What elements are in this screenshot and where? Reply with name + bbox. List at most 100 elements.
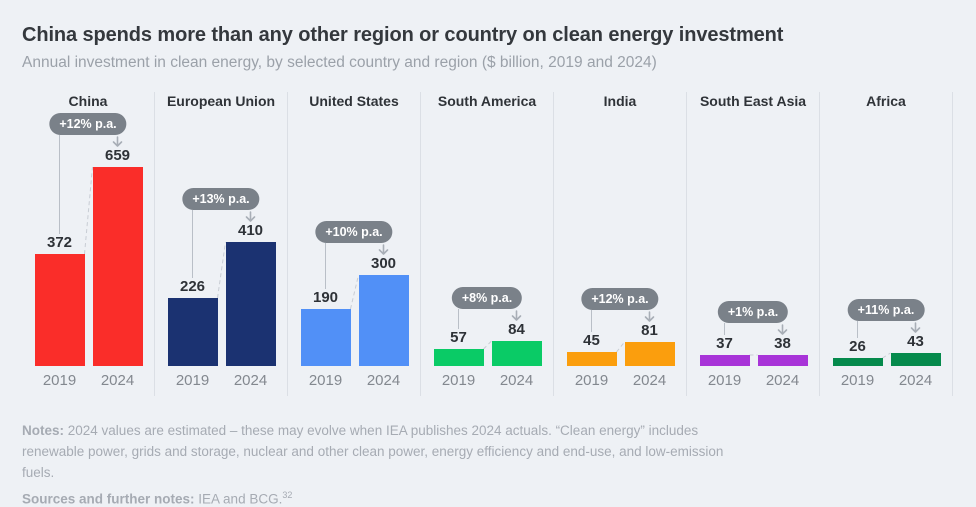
panel-title: United States [309,93,399,109]
x-axis-labels: 2019 2024 [554,372,686,396]
value-label-2019: 57 [450,329,467,346]
panel-plot: +12% p.a. 45 81 [554,110,686,366]
chart-panel-india: India +12% p.a. 45 81 2019 2024 [554,92,687,396]
panel-title: Africa [866,93,906,109]
bar-2019 [699,355,750,366]
bar-2019 [167,298,218,366]
sources-label: Sources and further notes: [22,491,195,507]
page-subtitle: Annual investment in clean energy, by se… [22,54,657,71]
year-label-2019: 2019 [707,372,742,389]
growth-badge: +11% p.a. [847,299,925,321]
growth-badge: +13% p.a. [182,188,260,210]
chart-panel-south-east-asia: South East Asia +1% p.a. 37 38 2019 2024 [687,92,820,396]
year-label-2019: 2019 [574,372,609,389]
value-label-2024: 43 [907,333,924,350]
x-axis-labels: 2019 2024 [687,372,819,396]
year-label-2024: 2024 [100,372,135,389]
value-label-2024: 659 [104,147,131,164]
panel-title: India [603,93,637,109]
value-label-2024: 38 [774,335,791,352]
year-label-2019: 2019 [175,372,210,389]
value-label-2024: 300 [370,255,397,272]
year-label-2024: 2024 [765,372,800,389]
notes-label: Notes: [22,423,65,438]
notes: Notes: 2024 values are estimated – these… [22,420,742,483]
x-axis-labels: 2019 2024 [155,372,287,396]
arrow-down-icon [245,211,256,222]
panel-title: China [68,93,108,109]
x-axis-labels: 2019 2024 [421,372,553,396]
chart-panel-european-union: European Union +13% p.a. 226 410 2019 2024 [155,92,288,396]
panel-plot: +13% p.a. 226 410 [155,110,287,366]
year-label-2024: 2024 [366,372,401,389]
bar-2019 [566,352,617,366]
x-axis-labels: 2019 2024 [22,372,154,396]
arrow-down-icon [378,244,389,255]
value-label-2024: 410 [237,222,264,239]
year-label-2024: 2024 [898,372,933,389]
bar-top-dashed-line [350,274,359,310]
chart-panel-africa: Africa +11% p.a. 26 43 2019 2024 [820,92,953,396]
growth-badge: +12% p.a. [581,288,659,310]
year-label-2019: 2019 [441,372,476,389]
panel-title: South America [437,93,537,109]
arrow-down-icon [112,136,123,147]
bar-2024 [225,242,276,366]
growth-badge: +1% p.a. [717,301,789,323]
connector-lines [857,321,921,359]
notes-text: 2024 values are estimated – these may ev… [22,423,724,480]
bar-top-dashed-line [483,340,492,350]
value-label-2019: 190 [312,289,339,306]
bar-2019 [34,254,85,366]
value-label-2024: 84 [508,321,525,338]
bar-2019 [433,349,484,366]
bar-top-dashed-line [882,352,891,359]
year-label-2024: 2024 [233,372,268,389]
connector-lines [724,323,788,356]
growth-badge: +8% p.a. [451,287,523,309]
sources-text: IEA and BCG. [194,491,283,507]
bar-2019 [300,309,351,366]
year-label-2019: 2019 [308,372,343,389]
chart-panel-united-states: United States +10% p.a. 190 300 2019 2024 [288,92,421,396]
year-label-2024: 2024 [499,372,534,389]
value-label-2019: 226 [179,278,206,295]
panel-title: European Union [166,93,276,109]
value-label-2024: 81 [641,322,658,339]
bar-top-dashed-line [84,166,93,255]
chart-panel-china: China +12% p.a. 372 659 2019 2024 [22,92,155,396]
bar-top-dashed-line [217,241,226,299]
bar-2024 [890,353,941,366]
bar-top-dashed-line [616,341,625,353]
chart-row: China +12% p.a. 372 659 2019 2024 European Uni… [22,92,956,396]
page-title: China spends more than any other region … [22,24,784,46]
x-axis-labels: 2019 2024 [820,372,952,396]
x-axis-labels: 2019 2024 [288,372,420,396]
bar-2024 [491,341,542,366]
chart-panel-south-america: South America +8% p.a. 57 84 2019 2024 [421,92,554,396]
bar-2024 [757,355,808,366]
panel-plot: +1% p.a. 37 38 [687,110,819,366]
sources-footnote: 32 [282,490,293,500]
arrow-down-icon [777,324,788,335]
value-label-2019: 372 [46,234,73,251]
year-label-2019: 2019 [840,372,875,389]
arrow-down-icon [910,322,921,333]
sources-line: Sources and further notes: IEA and BCG.3… [22,490,956,507]
panel-plot: +8% p.a. 57 84 [421,110,553,366]
bar-2024 [92,167,143,366]
value-label-2019: 37 [716,335,733,352]
growth-badge: +12% p.a. [49,113,127,135]
growth-badge: +10% p.a. [315,221,393,243]
panel-plot: +11% p.a. 26 43 [820,110,952,366]
value-label-2019: 26 [849,338,866,355]
arrow-down-icon [644,311,655,322]
year-label-2019: 2019 [42,372,77,389]
bar-2019 [832,358,883,366]
bar-2024 [358,275,409,366]
panel-plot: +10% p.a. 190 300 [288,110,420,366]
year-label-2024: 2024 [632,372,667,389]
bar-2024 [624,342,675,366]
panel-title: South East Asia [699,93,807,109]
